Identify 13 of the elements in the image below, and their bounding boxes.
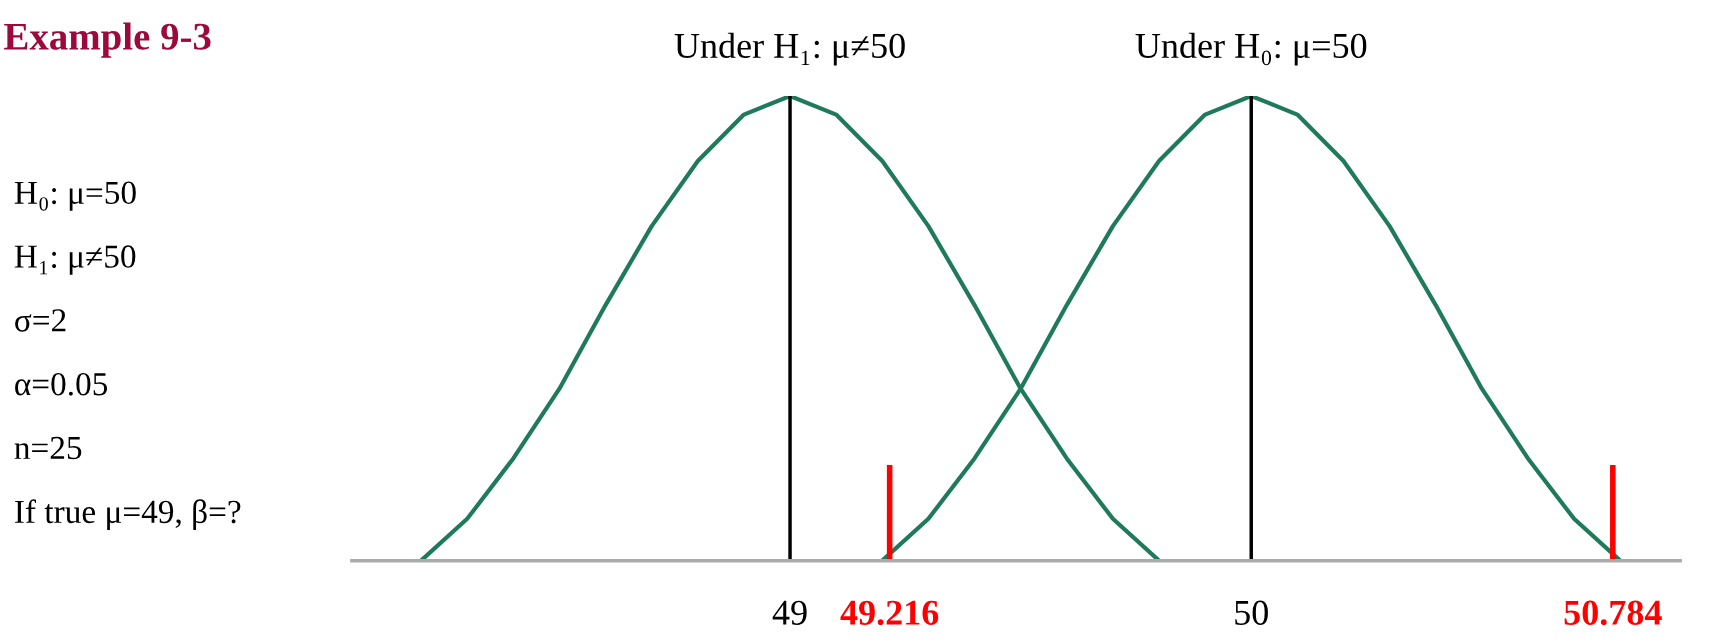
text: α=0.05 — [15, 372, 108, 396]
x-tick-label: 49 — [772, 600, 807, 625]
text: H₀: μ=50 — [14, 181, 136, 211]
text: H₁: μ≠50 — [14, 245, 136, 275]
text: If true μ=49, β=? — [15, 499, 241, 530]
series-label: Under H₁: μ≠50 — [674, 32, 905, 66]
x-tick-label: 50 — [1235, 600, 1268, 625]
ref-line-label: 49.216 — [840, 600, 939, 626]
text: n=25 — [14, 436, 82, 460]
chart-title: Example 9-3 — [4, 22, 211, 58]
text: σ=2 — [15, 309, 66, 332]
series-label: Under H₀: μ=50 — [1135, 32, 1367, 66]
ref-line-label: 50.784 — [1564, 600, 1662, 626]
